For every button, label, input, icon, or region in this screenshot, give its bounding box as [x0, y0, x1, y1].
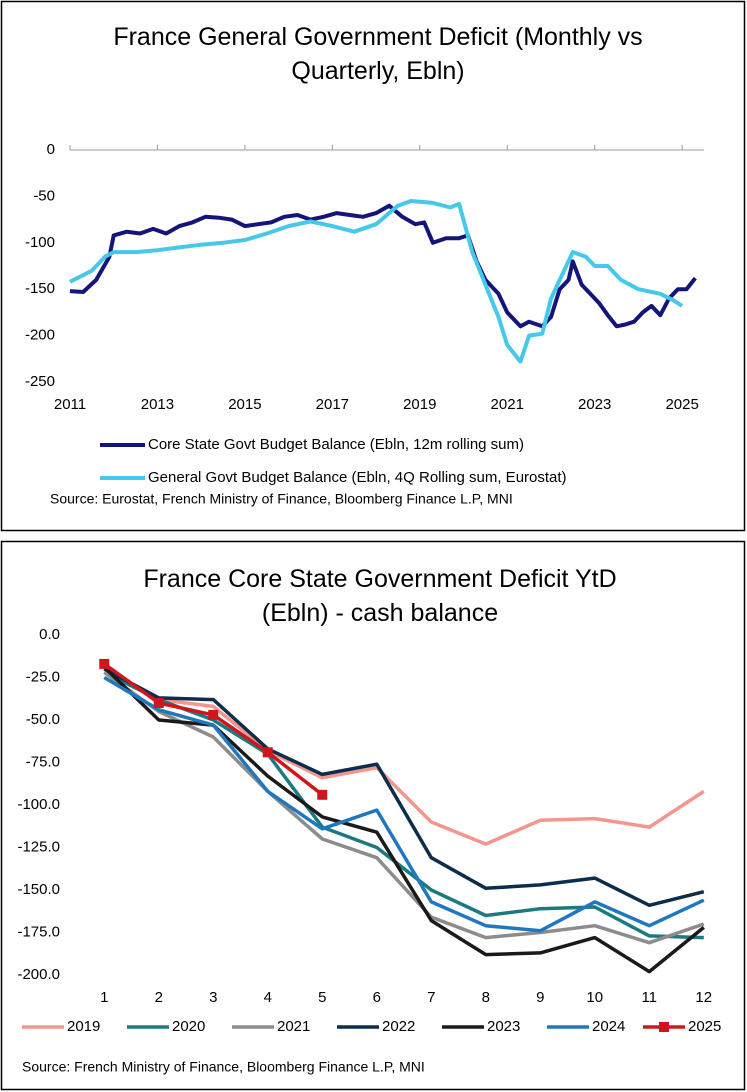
series-line: [103, 667, 705, 846]
chart-title: France Core State Government Deficit YtD…: [143, 565, 617, 627]
x-tick-label: 2021: [491, 396, 524, 413]
legend-label: 2020: [172, 1018, 205, 1035]
legend-label: 2025: [688, 1018, 721, 1035]
legend-label: Core State Govt Budget Balance (Ebln, 12…: [148, 436, 524, 453]
y-tick-label: -250: [25, 373, 55, 390]
series-line: [69, 199, 684, 364]
series-line: [103, 662, 324, 797]
y-tick-label: -150: [25, 280, 55, 297]
x-tick-label: 1: [100, 989, 108, 1006]
legend-label: 2024: [592, 1018, 625, 1035]
x-tick-label: 2023: [578, 396, 611, 413]
y-tick-label: -100: [25, 234, 55, 251]
x-tick-label: 3: [209, 989, 217, 1006]
legend-label: 2019: [67, 1018, 100, 1035]
point-marker: [99, 658, 110, 669]
series-line: [69, 203, 697, 329]
x-tick-label: 4: [264, 989, 272, 1006]
point-marker: [208, 709, 219, 720]
series-line: [103, 670, 704, 940]
source-note: Source: Eurostat, French Ministry of Fin…: [50, 491, 513, 507]
y-tick-label: -150.0: [17, 881, 60, 898]
y-tick-label: -100.0: [17, 796, 60, 813]
legend-label: General Govt Budget Balance (Ebln, 4Q Ro…: [148, 469, 567, 486]
x-tick-label: 2: [155, 989, 163, 1006]
x-tick-label: 11: [641, 989, 657, 1006]
x-tick-label: 9: [536, 989, 544, 1006]
x-tick-label: 6: [373, 989, 381, 1006]
x-tick-label: 12: [695, 989, 712, 1006]
point-marker: [317, 789, 328, 800]
y-tick-label: -125.0: [17, 838, 60, 855]
source-note: Source: French Ministry of Finance, Bloo…: [22, 1059, 425, 1075]
chart-frame: [0, 0, 746, 532]
x-tick-label: 2013: [141, 396, 174, 413]
x-tick-label: 2019: [403, 396, 436, 413]
y-tick-label: -25.0: [26, 668, 60, 685]
y-tick-label: -50: [33, 187, 55, 204]
legend-label: 2022: [382, 1018, 415, 1035]
x-tick-label: 2017: [316, 396, 349, 413]
legend-label: 2023: [487, 1018, 520, 1035]
chart-title: France General Government Deficit (Month…: [113, 23, 643, 85]
y-tick-label: 0.0: [39, 626, 60, 643]
y-tick-label: -75.0: [26, 753, 60, 770]
x-tick-label: 8: [482, 989, 490, 1006]
y-tick-label: 0: [47, 141, 55, 158]
y-tick-label: -50.0: [26, 711, 60, 728]
x-tick-label: 2025: [665, 396, 698, 413]
chart-frame: [0, 540, 746, 1091]
legend-label: 2021: [277, 1018, 310, 1035]
x-tick-label: 7: [427, 989, 435, 1006]
y-tick-label: -200.0: [17, 966, 60, 983]
x-tick-label: 2011: [54, 396, 86, 413]
y-tick-label: -200: [25, 327, 55, 344]
point-marker: [262, 747, 273, 758]
series-line: [103, 670, 705, 945]
x-tick-label: 5: [318, 989, 326, 1006]
series-line: [103, 675, 705, 933]
y-tick-label: -175.0: [17, 923, 60, 940]
point-marker: [153, 698, 164, 708]
legend-marker: [659, 1022, 669, 1032]
series-line: [103, 667, 705, 908]
x-tick-label: 2015: [228, 396, 261, 413]
x-tick-label: 10: [586, 989, 603, 1006]
